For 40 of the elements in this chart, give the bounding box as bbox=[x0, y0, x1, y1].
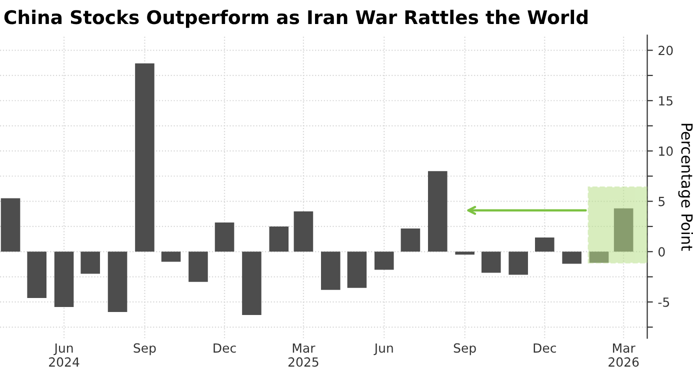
x-tick-label: Sep bbox=[134, 343, 156, 356]
y-tick-label: -5 bbox=[658, 298, 670, 307]
bar bbox=[294, 211, 314, 252]
bar bbox=[321, 252, 340, 290]
bar bbox=[374, 252, 394, 270]
bar bbox=[347, 252, 367, 288]
bar bbox=[27, 252, 46, 298]
bar bbox=[589, 252, 609, 263]
bar bbox=[269, 226, 289, 252]
bar bbox=[108, 252, 128, 312]
x-tick-label: Sep bbox=[454, 343, 476, 356]
bar bbox=[508, 252, 528, 275]
bar bbox=[400, 228, 420, 252]
x-tick-label: Mar 2026 bbox=[608, 343, 639, 367]
bar bbox=[80, 252, 100, 274]
bar bbox=[562, 252, 582, 264]
bar bbox=[161, 252, 181, 262]
bar bbox=[214, 222, 234, 252]
bar bbox=[535, 238, 554, 252]
y-tick-label: 0 bbox=[658, 247, 665, 257]
bar bbox=[482, 252, 501, 273]
bar bbox=[614, 208, 634, 252]
x-tick-label: Mar 2025 bbox=[288, 343, 318, 367]
x-tick-label: Jun 2024 bbox=[49, 343, 80, 367]
bar bbox=[135, 63, 154, 252]
bar bbox=[455, 252, 474, 255]
chart-title: China Stocks Outperform as Iran War Rattles the World bbox=[4, 10, 588, 28]
y-tick-label: 15 bbox=[659, 96, 672, 106]
bar bbox=[188, 252, 208, 282]
x-tick-label: Dec bbox=[534, 343, 556, 353]
y-tick-label: 5 bbox=[658, 196, 665, 206]
y-tick-label: 10 bbox=[659, 146, 673, 156]
y-axis-title: Percentage Point bbox=[678, 124, 693, 251]
bar bbox=[54, 252, 74, 308]
bar bbox=[428, 171, 448, 252]
x-tick-label: Jun bbox=[374, 343, 393, 356]
x-tick-label: Dec bbox=[214, 343, 236, 353]
bar bbox=[0, 198, 20, 252]
bar bbox=[242, 252, 262, 316]
y-tick-label: 20 bbox=[658, 46, 673, 56]
